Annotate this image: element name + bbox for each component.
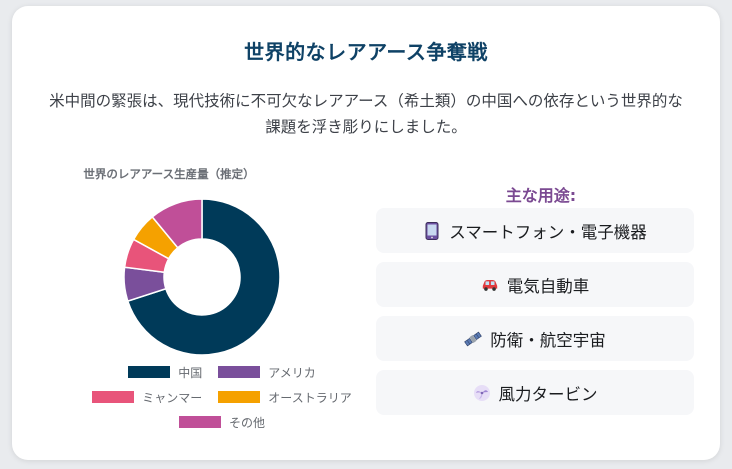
legend-swatch: [218, 366, 261, 378]
legend-label: その他: [228, 415, 265, 430]
use-item-car: 電気自動車: [376, 262, 694, 307]
use-label: 防衛・航空宇宙: [490, 330, 606, 350]
chart-legend: 中国 アメリカ ミャンマー オーストラリア その他: [92, 362, 352, 437]
satellite-icon: [464, 330, 483, 348]
legend-item-china[interactable]: 中国: [128, 364, 202, 381]
content-card: 世界的なレアアース争奪戦 米中間の緊張は、現代技術に不可欠なレアアース（希土類）…: [12, 6, 720, 460]
slice-other[interactable]: [151, 198, 203, 249]
chart-title: 世界のレアアース生産量（推定）: [83, 167, 255, 181]
legend-swatch: [178, 416, 221, 428]
smartphone-icon: [423, 221, 441, 240]
legend-swatch: [92, 391, 135, 403]
legend-item-other[interactable]: その他: [178, 414, 265, 431]
use-label: 電気自動車: [506, 276, 590, 296]
legend-label: オーストラリア: [268, 390, 352, 405]
use-item-defense: 防衛・航空宇宙: [376, 316, 694, 361]
legend-label: ミャンマー: [142, 390, 203, 405]
uses-title: 主な用途:: [505, 186, 577, 205]
use-item-smartphone: スマートフォン・電子機器: [376, 208, 694, 253]
description-text: 米中間の緊張は、現代技術に不可欠なレアアース（希土類）の中国への依存という世界的…: [49, 92, 683, 136]
page-title: 世界的なレアアース争奪戦: [244, 40, 488, 64]
donut-chart: [123, 198, 281, 356]
wind-turbine-icon: [473, 384, 491, 402]
legend-swatch: [218, 391, 261, 403]
legend-swatch: [128, 366, 171, 378]
slice-china[interactable]: [126, 198, 281, 356]
legend-item-myanmar[interactable]: ミャンマー: [92, 389, 202, 406]
legend-label: アメリカ: [268, 365, 316, 380]
legend-label: 中国: [178, 365, 203, 380]
use-label: 風力タービン: [498, 384, 598, 404]
legend-item-australia[interactable]: オーストラリア: [218, 389, 352, 406]
legend-item-usa[interactable]: アメリカ: [218, 364, 316, 381]
use-label: スマートフォン・電子機器: [449, 222, 647, 242]
car-icon: [481, 276, 499, 294]
use-item-wind: 風力タービン: [376, 370, 694, 415]
